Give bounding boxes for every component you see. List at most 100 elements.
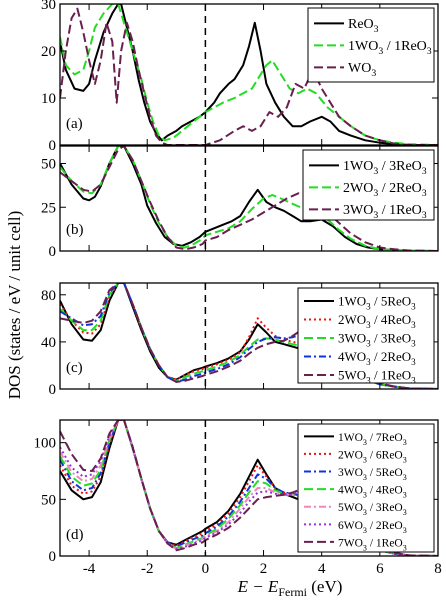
legend-label: ReO3 bbox=[348, 17, 379, 35]
legend-label-sub2: 3 bbox=[411, 375, 416, 385]
legend-box bbox=[297, 423, 435, 553]
legend-label-sub2: 3 bbox=[411, 338, 416, 348]
x-axis-label-main: E − E bbox=[237, 577, 279, 596]
x-axis-label-sub: Fermi bbox=[278, 585, 307, 599]
x-tick-label: 6 bbox=[376, 561, 384, 577]
legend-label-main: 3WO bbox=[338, 467, 363, 479]
legend-label-sub: 3 bbox=[373, 210, 378, 221]
series-line-0 bbox=[60, 4, 438, 145]
legend-label-main: 7WO bbox=[338, 537, 363, 549]
legend-label-main: 1WO bbox=[338, 293, 366, 308]
legend-label-sub: 3 bbox=[371, 68, 376, 79]
legend-label: 1WO3 / 7ReO3 bbox=[338, 432, 407, 447]
panel-frame bbox=[59, 3, 439, 146]
y-tick-label: 50 bbox=[41, 492, 56, 508]
legend-label-main2: / 1ReO bbox=[378, 203, 422, 218]
y-tick-label: 25 bbox=[41, 200, 56, 216]
panel-label: (c) bbox=[66, 360, 83, 376]
panel-label: (a) bbox=[66, 116, 83, 132]
y-tick-label: 20 bbox=[41, 44, 56, 60]
legend-label-main: 1WO bbox=[338, 432, 363, 444]
panel-frame bbox=[59, 282, 439, 390]
y-axis-label: DOS (states / eV / unit cell) bbox=[5, 211, 24, 400]
legend-label-main: 5WO bbox=[338, 502, 363, 514]
x-tick-label: -4 bbox=[83, 561, 96, 577]
legend-label-sub2: 3 bbox=[422, 210, 427, 221]
legend-label-sub2: 3 bbox=[403, 526, 407, 535]
legend-label: 2WO3 / 2ReO3 bbox=[343, 181, 427, 199]
legend-label-sub: 3 bbox=[363, 508, 367, 517]
panel-series-group bbox=[60, 146, 438, 251]
legend-label-main: 2WO bbox=[338, 449, 363, 461]
legend-label: 7WO3 / 1ReO3 bbox=[338, 537, 407, 552]
y-tick-label: 100 bbox=[34, 436, 57, 452]
legend-label-sub: 3 bbox=[366, 320, 371, 330]
legend-label-sub: 3 bbox=[366, 357, 371, 367]
legend-label-main2: / 3ReO bbox=[378, 159, 422, 174]
legend-label-sub2: 3 bbox=[403, 491, 407, 500]
legend-label-main2: / 7ReO bbox=[367, 432, 403, 444]
y-tick-label: 0 bbox=[49, 138, 57, 154]
legend-label-sub: 3 bbox=[374, 24, 379, 35]
legend-label-main2: / 3ReO bbox=[371, 330, 411, 345]
x-tick-label: 4 bbox=[318, 561, 326, 577]
y-tick-label: 10 bbox=[41, 91, 56, 107]
panel-frame bbox=[59, 145, 439, 252]
legend-label-main: 6WO bbox=[338, 520, 363, 532]
legend-label: 1WO3 / 5ReO3 bbox=[338, 293, 416, 311]
legend-label-main2: / 4ReO bbox=[367, 485, 403, 497]
legend-label-main2: / 5ReO bbox=[367, 467, 403, 479]
panel-frame bbox=[59, 419, 439, 557]
legend-label: 3WO3 / 1ReO3 bbox=[343, 203, 427, 221]
series-line-1 bbox=[60, 146, 438, 251]
legend-label-sub: 3 bbox=[363, 455, 367, 464]
legend-label-main2: / 6ReO bbox=[367, 449, 403, 461]
series-line-2 bbox=[60, 146, 438, 251]
legend-label-main: 3WO bbox=[338, 330, 366, 345]
y-tick-label: 80 bbox=[41, 288, 56, 304]
y-tick-label: 30 bbox=[41, 0, 56, 13]
y-tick-label: 0 bbox=[49, 382, 57, 398]
panel-label: (b) bbox=[66, 222, 84, 238]
legend-box bbox=[302, 149, 435, 221]
legend-label-sub: 3 bbox=[373, 166, 378, 177]
legend-label-sub: 3 bbox=[363, 438, 367, 447]
legend-label-sub: 3 bbox=[366, 301, 371, 311]
legend-label: 6WO3 / 2ReO3 bbox=[338, 520, 407, 535]
legend-label-sub: 3 bbox=[373, 188, 378, 199]
legend-label-sub: 3 bbox=[363, 491, 367, 500]
legend-label-sub2: 3 bbox=[422, 188, 427, 199]
legend-label-sub: 3 bbox=[378, 46, 383, 57]
legend-label-main2: / 5ReO bbox=[371, 293, 411, 308]
legend-label-sub: 3 bbox=[366, 375, 371, 385]
legend-label: 5WO3 / 1ReO3 bbox=[338, 367, 416, 385]
legend-label: 1WO3 / 3ReO3 bbox=[343, 159, 427, 177]
legend-label-main: 2WO bbox=[343, 181, 373, 196]
panel-label: (d) bbox=[66, 527, 84, 543]
legend-label-sub2: 3 bbox=[403, 473, 407, 482]
legend-label-main: 1WO bbox=[348, 39, 378, 54]
legend-box bbox=[297, 287, 435, 384]
x-axis-label: E − EFermi (eV) bbox=[237, 577, 343, 599]
legend-label-sub: 3 bbox=[363, 526, 367, 535]
legend-label-sub2: 3 bbox=[422, 166, 427, 177]
legend-label-main: 5WO bbox=[338, 367, 366, 382]
legend-label-main: ReO bbox=[348, 17, 374, 32]
series-line-1 bbox=[60, 420, 438, 556]
legend-label-main: 3WO bbox=[343, 203, 373, 218]
legend-label-sub2: 3 bbox=[427, 46, 432, 57]
y-tick-label: 0 bbox=[49, 244, 57, 260]
legend-label-main2: / 2ReO bbox=[371, 349, 411, 364]
legend-label-main2: / 2ReO bbox=[367, 520, 403, 532]
legend-label-main: 4WO bbox=[338, 485, 363, 497]
legend-label-sub: 3 bbox=[363, 473, 367, 482]
legend-label-main2: / 1ReO bbox=[367, 537, 403, 549]
legend-label-sub2: 3 bbox=[403, 438, 407, 447]
y-tick-label: 40 bbox=[41, 335, 56, 351]
x-tick-label: 2 bbox=[260, 561, 268, 577]
legend-label: WO3 bbox=[348, 61, 376, 79]
y-tick-label: 50 bbox=[41, 157, 56, 173]
